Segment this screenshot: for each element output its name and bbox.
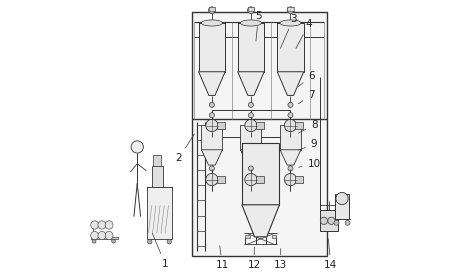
Text: 5: 5: [255, 11, 262, 41]
Circle shape: [288, 102, 293, 108]
Bar: [248, 7, 254, 11]
Text: 14: 14: [324, 239, 338, 270]
Circle shape: [284, 119, 297, 132]
Bar: [245, 235, 249, 238]
Circle shape: [288, 166, 293, 171]
Circle shape: [284, 173, 297, 186]
Bar: [320, 210, 338, 230]
Polygon shape: [242, 205, 279, 237]
Bar: [238, 23, 264, 72]
Polygon shape: [277, 72, 304, 95]
Ellipse shape: [105, 221, 113, 229]
Ellipse shape: [105, 231, 113, 240]
Circle shape: [245, 173, 257, 186]
Circle shape: [248, 7, 254, 13]
Ellipse shape: [91, 221, 99, 229]
Bar: [240, 125, 261, 150]
Bar: [152, 167, 163, 187]
Text: 9: 9: [299, 139, 317, 150]
Polygon shape: [280, 150, 301, 165]
Bar: [208, 7, 215, 11]
Circle shape: [208, 7, 215, 13]
Bar: [217, 122, 225, 129]
Circle shape: [288, 113, 293, 118]
Ellipse shape: [201, 20, 222, 26]
Polygon shape: [198, 72, 225, 95]
Circle shape: [167, 239, 171, 244]
Circle shape: [248, 102, 253, 108]
Ellipse shape: [280, 20, 301, 26]
Text: 11: 11: [216, 246, 229, 270]
Bar: [91, 237, 118, 239]
Bar: [217, 176, 225, 183]
Text: 6: 6: [298, 71, 315, 87]
Text: 13: 13: [274, 249, 288, 270]
Bar: [272, 235, 276, 238]
Text: 4: 4: [296, 19, 312, 48]
Bar: [335, 194, 349, 220]
Bar: [192, 12, 327, 256]
Bar: [296, 176, 303, 183]
Circle shape: [245, 119, 257, 132]
Text: 1: 1: [152, 233, 168, 269]
Circle shape: [148, 239, 152, 244]
Ellipse shape: [91, 231, 99, 240]
Bar: [256, 176, 264, 183]
Text: 8: 8: [298, 120, 317, 133]
Circle shape: [248, 166, 253, 171]
Bar: [242, 143, 279, 205]
Bar: [198, 23, 225, 72]
Polygon shape: [240, 150, 261, 165]
Bar: [280, 125, 301, 150]
Circle shape: [206, 173, 218, 186]
Text: 3: 3: [280, 14, 297, 48]
Bar: [147, 187, 172, 190]
Circle shape: [131, 141, 144, 153]
Ellipse shape: [240, 20, 261, 26]
Text: 12: 12: [248, 247, 261, 270]
Bar: [287, 7, 294, 11]
Circle shape: [112, 239, 116, 243]
Circle shape: [336, 192, 348, 205]
Bar: [147, 187, 172, 239]
Ellipse shape: [98, 231, 106, 240]
Bar: [153, 155, 162, 167]
Circle shape: [206, 119, 218, 132]
Circle shape: [328, 217, 335, 224]
Circle shape: [209, 113, 214, 118]
Text: 2: 2: [176, 134, 194, 163]
Circle shape: [209, 102, 214, 108]
Bar: [277, 23, 304, 72]
Circle shape: [248, 113, 253, 118]
Circle shape: [209, 166, 214, 171]
Circle shape: [320, 217, 328, 224]
Circle shape: [345, 220, 350, 225]
Bar: [256, 122, 264, 129]
Ellipse shape: [98, 221, 106, 229]
Circle shape: [287, 7, 294, 13]
Circle shape: [334, 220, 339, 225]
Bar: [296, 122, 303, 129]
Text: 10: 10: [299, 159, 321, 169]
Text: 7: 7: [298, 90, 315, 104]
Polygon shape: [238, 72, 264, 95]
Bar: [202, 125, 222, 150]
Polygon shape: [202, 150, 222, 165]
Circle shape: [92, 239, 96, 243]
